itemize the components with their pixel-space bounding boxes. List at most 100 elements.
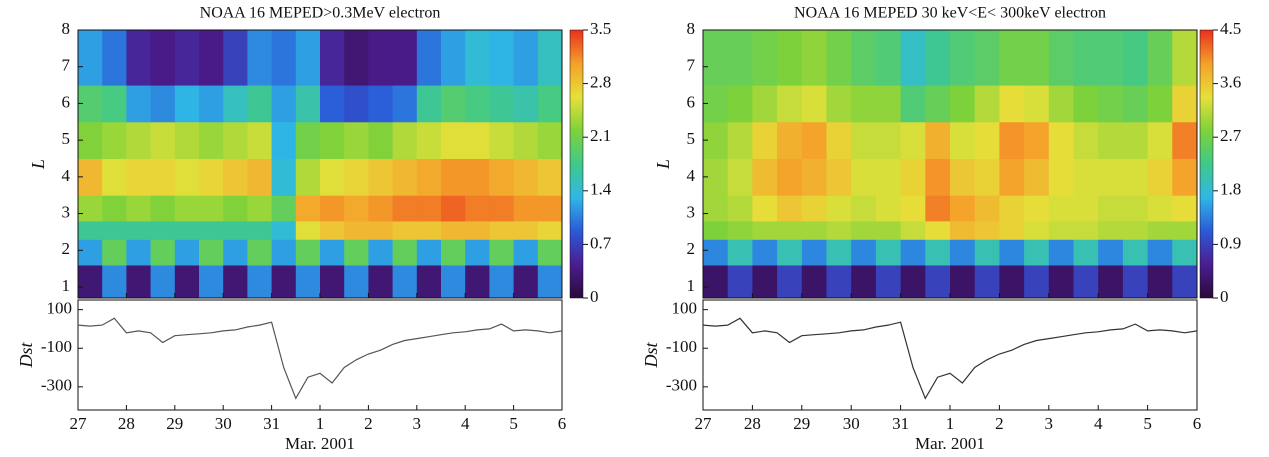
- heatmap-cell: [199, 239, 224, 266]
- heatmap-cell: [513, 158, 539, 196]
- heatmap-cell: [102, 264, 127, 299]
- heatmap-cell: [1024, 220, 1050, 240]
- heatmap-cell: [247, 220, 273, 240]
- heatmap-cell: [344, 121, 369, 159]
- heatmap-cell: [900, 158, 926, 196]
- heatmap-cell: [777, 264, 803, 299]
- y-tick-label: 8: [62, 19, 71, 38]
- heatmap-cell: [1073, 264, 1099, 299]
- heatmap-cell: [801, 158, 827, 196]
- heatmap-cell: [1172, 158, 1198, 196]
- heatmap-cell: [295, 220, 321, 240]
- dst-y-tick-label: 100: [672, 299, 698, 318]
- heatmap-cell: [465, 220, 490, 240]
- heatmap-cell: [1048, 158, 1074, 196]
- heatmap-cell: [801, 239, 827, 266]
- colorbar-tick-label: 0: [1220, 287, 1229, 306]
- heatmap-cell: [537, 85, 563, 123]
- heatmap-cell: [1147, 264, 1173, 299]
- y-tick-label: 7: [62, 56, 71, 75]
- heatmap-cell: [537, 195, 563, 222]
- heatmap-cell: [320, 121, 345, 159]
- heatmap-cell: [999, 158, 1025, 196]
- heatmap-cell: [416, 195, 442, 222]
- heatmap-cell: [223, 85, 248, 123]
- heatmap-cell: [1098, 30, 1124, 86]
- heatmap-cell: [126, 85, 152, 123]
- heatmap-cell: [974, 158, 1000, 196]
- x-tick-label: 31: [263, 414, 280, 433]
- heatmap-cell: [150, 85, 176, 123]
- heatmap-cell: [1048, 264, 1074, 299]
- heatmap-cell: [392, 85, 418, 123]
- y-tick-label: 6: [62, 92, 71, 111]
- heatmap-cell: [826, 158, 852, 196]
- dst-y-tick-label: -300: [41, 376, 72, 395]
- heatmap-cell: [1122, 85, 1149, 123]
- dst-line: [702, 317, 1198, 400]
- heatmap-cell: [465, 121, 490, 159]
- dst-axis-label: Dst: [641, 342, 661, 369]
- heatmap-cell: [416, 220, 442, 240]
- heatmap-cell: [295, 30, 321, 86]
- heatmap-cell: [465, 30, 490, 86]
- heatmap-cell: [1122, 239, 1149, 266]
- heatmap-cell: [777, 158, 803, 196]
- heatmap-cell: [126, 121, 152, 159]
- heatmap-cell: [295, 264, 321, 299]
- heatmap-cell: [925, 121, 951, 159]
- heatmap-cell: [199, 195, 224, 222]
- y-tick-label: 5: [687, 129, 696, 148]
- heatmap-cell: [1048, 195, 1074, 222]
- x-tick-label: 30: [843, 414, 860, 433]
- chart-title: NOAA 16 MEPED>0.3MeV electron: [200, 5, 441, 22]
- heatmap-cell: [851, 85, 877, 123]
- heatmap-cell: [875, 220, 902, 240]
- heatmap-cell: [199, 85, 224, 123]
- heatmap-cell: [78, 195, 103, 222]
- heatmap-cell: [1147, 158, 1173, 196]
- heatmap-cell: [826, 121, 852, 159]
- heatmap-cell: [513, 121, 539, 159]
- x-tick-label: 6: [1193, 414, 1202, 433]
- heatmap-cell: [320, 220, 345, 240]
- x-tick-label: 5: [1143, 414, 1152, 433]
- heatmap-cell: [150, 264, 176, 299]
- heatmap-cell: [1172, 85, 1198, 123]
- heatmap-cell: [900, 85, 926, 123]
- dst-axis-label: Dst: [16, 342, 36, 369]
- heatmap-cell: [174, 30, 200, 86]
- colorbar-tick-label: 1.4: [590, 180, 612, 199]
- heatmap-cell: [344, 30, 369, 86]
- heatmap-cell: [271, 195, 297, 222]
- heatmap-cell: [950, 121, 976, 159]
- colorbar: [1199, 29, 1214, 299]
- dst-y-tick-label: -100: [41, 337, 72, 356]
- heatmap-cell: [344, 264, 369, 299]
- heatmap-cell: [271, 121, 297, 159]
- heatmap-cell: [295, 239, 321, 266]
- heatmap-cell: [441, 121, 466, 159]
- heatmap-cell: [150, 121, 176, 159]
- x-tick-label: 28: [118, 414, 135, 433]
- heatmap-cell: [1048, 220, 1074, 240]
- heatmap-cell: [1122, 195, 1149, 222]
- heatmap-cell: [150, 195, 176, 222]
- heatmap-cell: [295, 85, 321, 123]
- heatmap-cell: [703, 264, 729, 299]
- heatmap-cell: [1024, 85, 1050, 123]
- heatmap-cell: [126, 220, 152, 240]
- heatmap-cell: [537, 158, 563, 196]
- heatmap-cell: [974, 121, 1000, 159]
- heatmap-cell: [126, 30, 152, 86]
- heatmap-cell: [950, 239, 976, 266]
- heatmap-cell: [875, 195, 902, 222]
- heatmap-cell: [271, 85, 297, 123]
- heatmap-cell: [1073, 30, 1099, 86]
- heatmap-cell: [489, 239, 515, 266]
- x-tick-label: 31: [892, 414, 909, 433]
- heatmap-cell: [950, 85, 976, 123]
- heatmap-cell: [78, 220, 103, 240]
- heatmap-cell: [489, 158, 515, 196]
- heatmap-cell: [1024, 239, 1050, 266]
